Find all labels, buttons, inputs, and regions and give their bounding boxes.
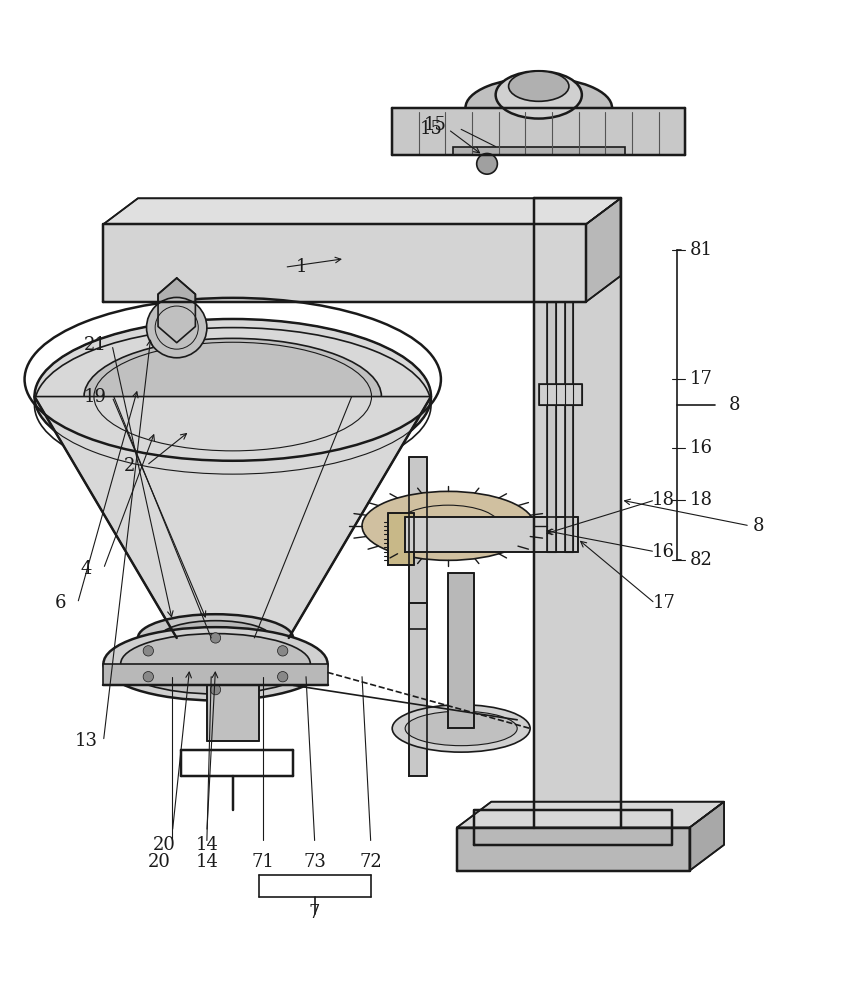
Circle shape	[277, 646, 288, 656]
Ellipse shape	[405, 711, 517, 746]
Polygon shape	[158, 278, 195, 343]
Polygon shape	[538, 384, 581, 405]
Polygon shape	[103, 664, 327, 685]
Polygon shape	[409, 603, 426, 776]
Text: 71: 71	[251, 853, 274, 871]
Polygon shape	[564, 302, 573, 552]
Text: 81: 81	[689, 241, 712, 259]
Ellipse shape	[465, 78, 611, 138]
Text: 82: 82	[689, 551, 712, 569]
Ellipse shape	[362, 491, 534, 560]
Circle shape	[210, 684, 220, 695]
Text: 8: 8	[752, 517, 764, 535]
Text: 72: 72	[359, 853, 381, 871]
Text: 21: 21	[84, 336, 106, 354]
Text: 14: 14	[195, 853, 218, 871]
Polygon shape	[452, 147, 624, 155]
Ellipse shape	[138, 614, 293, 662]
Polygon shape	[387, 513, 413, 565]
Circle shape	[277, 672, 288, 682]
Polygon shape	[103, 198, 620, 224]
Circle shape	[146, 297, 207, 358]
Text: 16: 16	[652, 543, 674, 561]
Text: 17: 17	[652, 594, 674, 612]
Text: 20: 20	[152, 836, 175, 854]
Ellipse shape	[34, 319, 430, 474]
Polygon shape	[456, 802, 723, 828]
Ellipse shape	[392, 705, 530, 752]
Text: 18: 18	[689, 491, 712, 509]
Polygon shape	[547, 302, 555, 552]
Polygon shape	[448, 573, 474, 728]
Text: 8: 8	[728, 396, 739, 414]
Polygon shape	[34, 397, 430, 638]
Ellipse shape	[508, 71, 568, 101]
Circle shape	[476, 153, 497, 174]
Text: 4: 4	[80, 560, 92, 578]
Text: 17: 17	[689, 370, 712, 388]
Circle shape	[143, 646, 153, 656]
Text: 2: 2	[123, 457, 135, 475]
Polygon shape	[585, 198, 620, 302]
Text: 7: 7	[308, 904, 320, 922]
Text: 19: 19	[84, 388, 106, 406]
Text: 13: 13	[75, 732, 97, 750]
Polygon shape	[103, 224, 585, 302]
Ellipse shape	[159, 621, 271, 655]
Polygon shape	[405, 517, 577, 552]
Text: 73: 73	[303, 853, 325, 871]
Text: 1: 1	[295, 258, 307, 276]
Ellipse shape	[84, 338, 381, 455]
Text: 6: 6	[54, 594, 66, 612]
Text: 15: 15	[419, 120, 442, 138]
Ellipse shape	[103, 627, 327, 700]
Text: 20: 20	[148, 853, 170, 871]
Polygon shape	[689, 802, 723, 871]
Polygon shape	[409, 457, 426, 629]
Polygon shape	[534, 198, 620, 828]
Polygon shape	[207, 685, 258, 741]
Polygon shape	[456, 828, 689, 871]
Circle shape	[210, 633, 220, 643]
Circle shape	[143, 672, 153, 682]
Text: 16: 16	[689, 439, 712, 457]
Text: 14: 14	[195, 836, 218, 854]
Ellipse shape	[121, 634, 310, 694]
Ellipse shape	[495, 71, 581, 119]
Text: 18: 18	[652, 491, 674, 509]
Text: 15: 15	[424, 116, 446, 134]
Polygon shape	[392, 108, 684, 155]
Polygon shape	[474, 810, 672, 845]
